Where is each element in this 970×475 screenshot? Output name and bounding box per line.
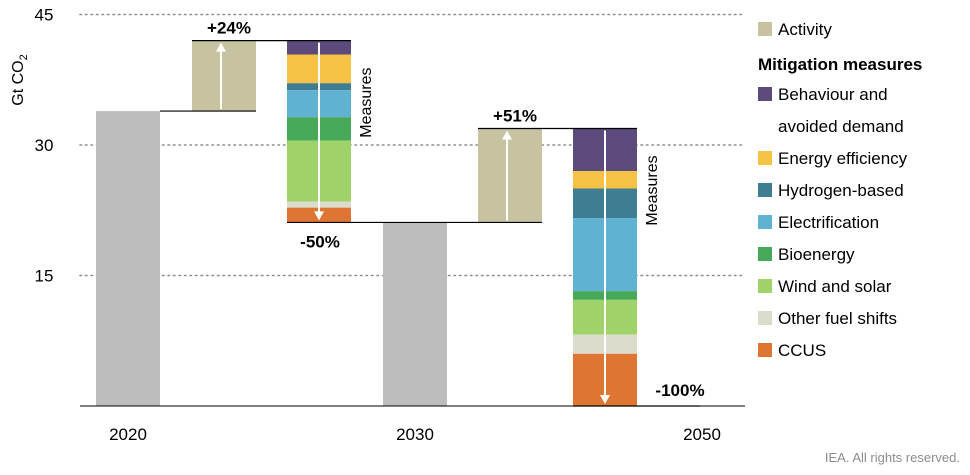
x-tick-2050: 2050 [683,425,721,444]
legend-swatch-6 [758,279,772,293]
legend-label-1-line-1: Behaviour and [778,85,888,104]
legend-swatch-3 [758,183,772,197]
legend-swatch-1 [758,87,772,101]
legend-label-4-line-1: Electrification [778,213,879,232]
legend-label-6-line-1: Wind and solar [778,277,892,296]
axis: Gt CO2 15 30 45 2020 2030 2050 [10,6,745,444]
activity-pct-label-2: +51% [493,106,537,125]
x-tick-2030: 2030 [396,425,434,444]
legend-heading: Mitigation measures [758,55,922,74]
y-tick-15: 15 [35,267,54,286]
legend-label-2-line-1: Energy efficiency [778,149,908,168]
y-axis-label: Gt CO2 [10,54,30,105]
legend-swatch-activity [758,22,772,36]
total-bar-2030 [383,222,447,406]
legend-label-3-line-1: Hydrogen-based [778,181,904,200]
legend-label-activity: Activity [778,20,832,39]
measures-label-2: Measures [644,155,661,225]
annotations: +24% +51% Measures -50% Measures -100% [160,19,705,407]
legend-swatch-2 [758,151,772,165]
legend-swatch-7 [758,311,772,325]
activity-bar-2 [478,128,542,223]
legend-label-1-line-2: avoided demand [778,117,904,136]
x-tick-2020: 2020 [109,425,147,444]
legend-label-5-line-1: Bioenergy [778,245,855,264]
legend-swatch-8 [758,343,772,357]
y-axis-label-sub: 2 [18,54,30,60]
measures-pct-label-2: -100% [655,381,704,400]
measures-arrow-1-head [314,211,324,221]
y-tick-45: 45 [35,6,54,25]
y-axis-label-main: Gt CO [10,60,27,105]
total-bar-2020 [96,111,160,406]
activity-arrow-1-head [216,42,226,52]
legend-swatch-4 [758,215,772,229]
measures-arrow-2-head [600,395,610,404]
y-tick-30: 30 [35,136,54,155]
legend-label-8-line-1: CCUS [778,341,826,360]
activity-pct-label-1: +24% [207,19,251,38]
activity-bar-1 [192,40,256,112]
legend-label-7-line-1: Other fuel shifts [778,309,897,328]
legend: Activity Mitigation measures Behaviour and… [758,20,922,360]
measures-label-1: Measures [358,67,375,137]
credit-text: IEA. All rights reserved. [825,450,960,465]
activity-arrow-2-head [502,130,512,140]
measures-pct-label-1: -50% [300,232,340,251]
gridlines [79,13,746,277]
legend-swatch-5 [758,247,772,261]
